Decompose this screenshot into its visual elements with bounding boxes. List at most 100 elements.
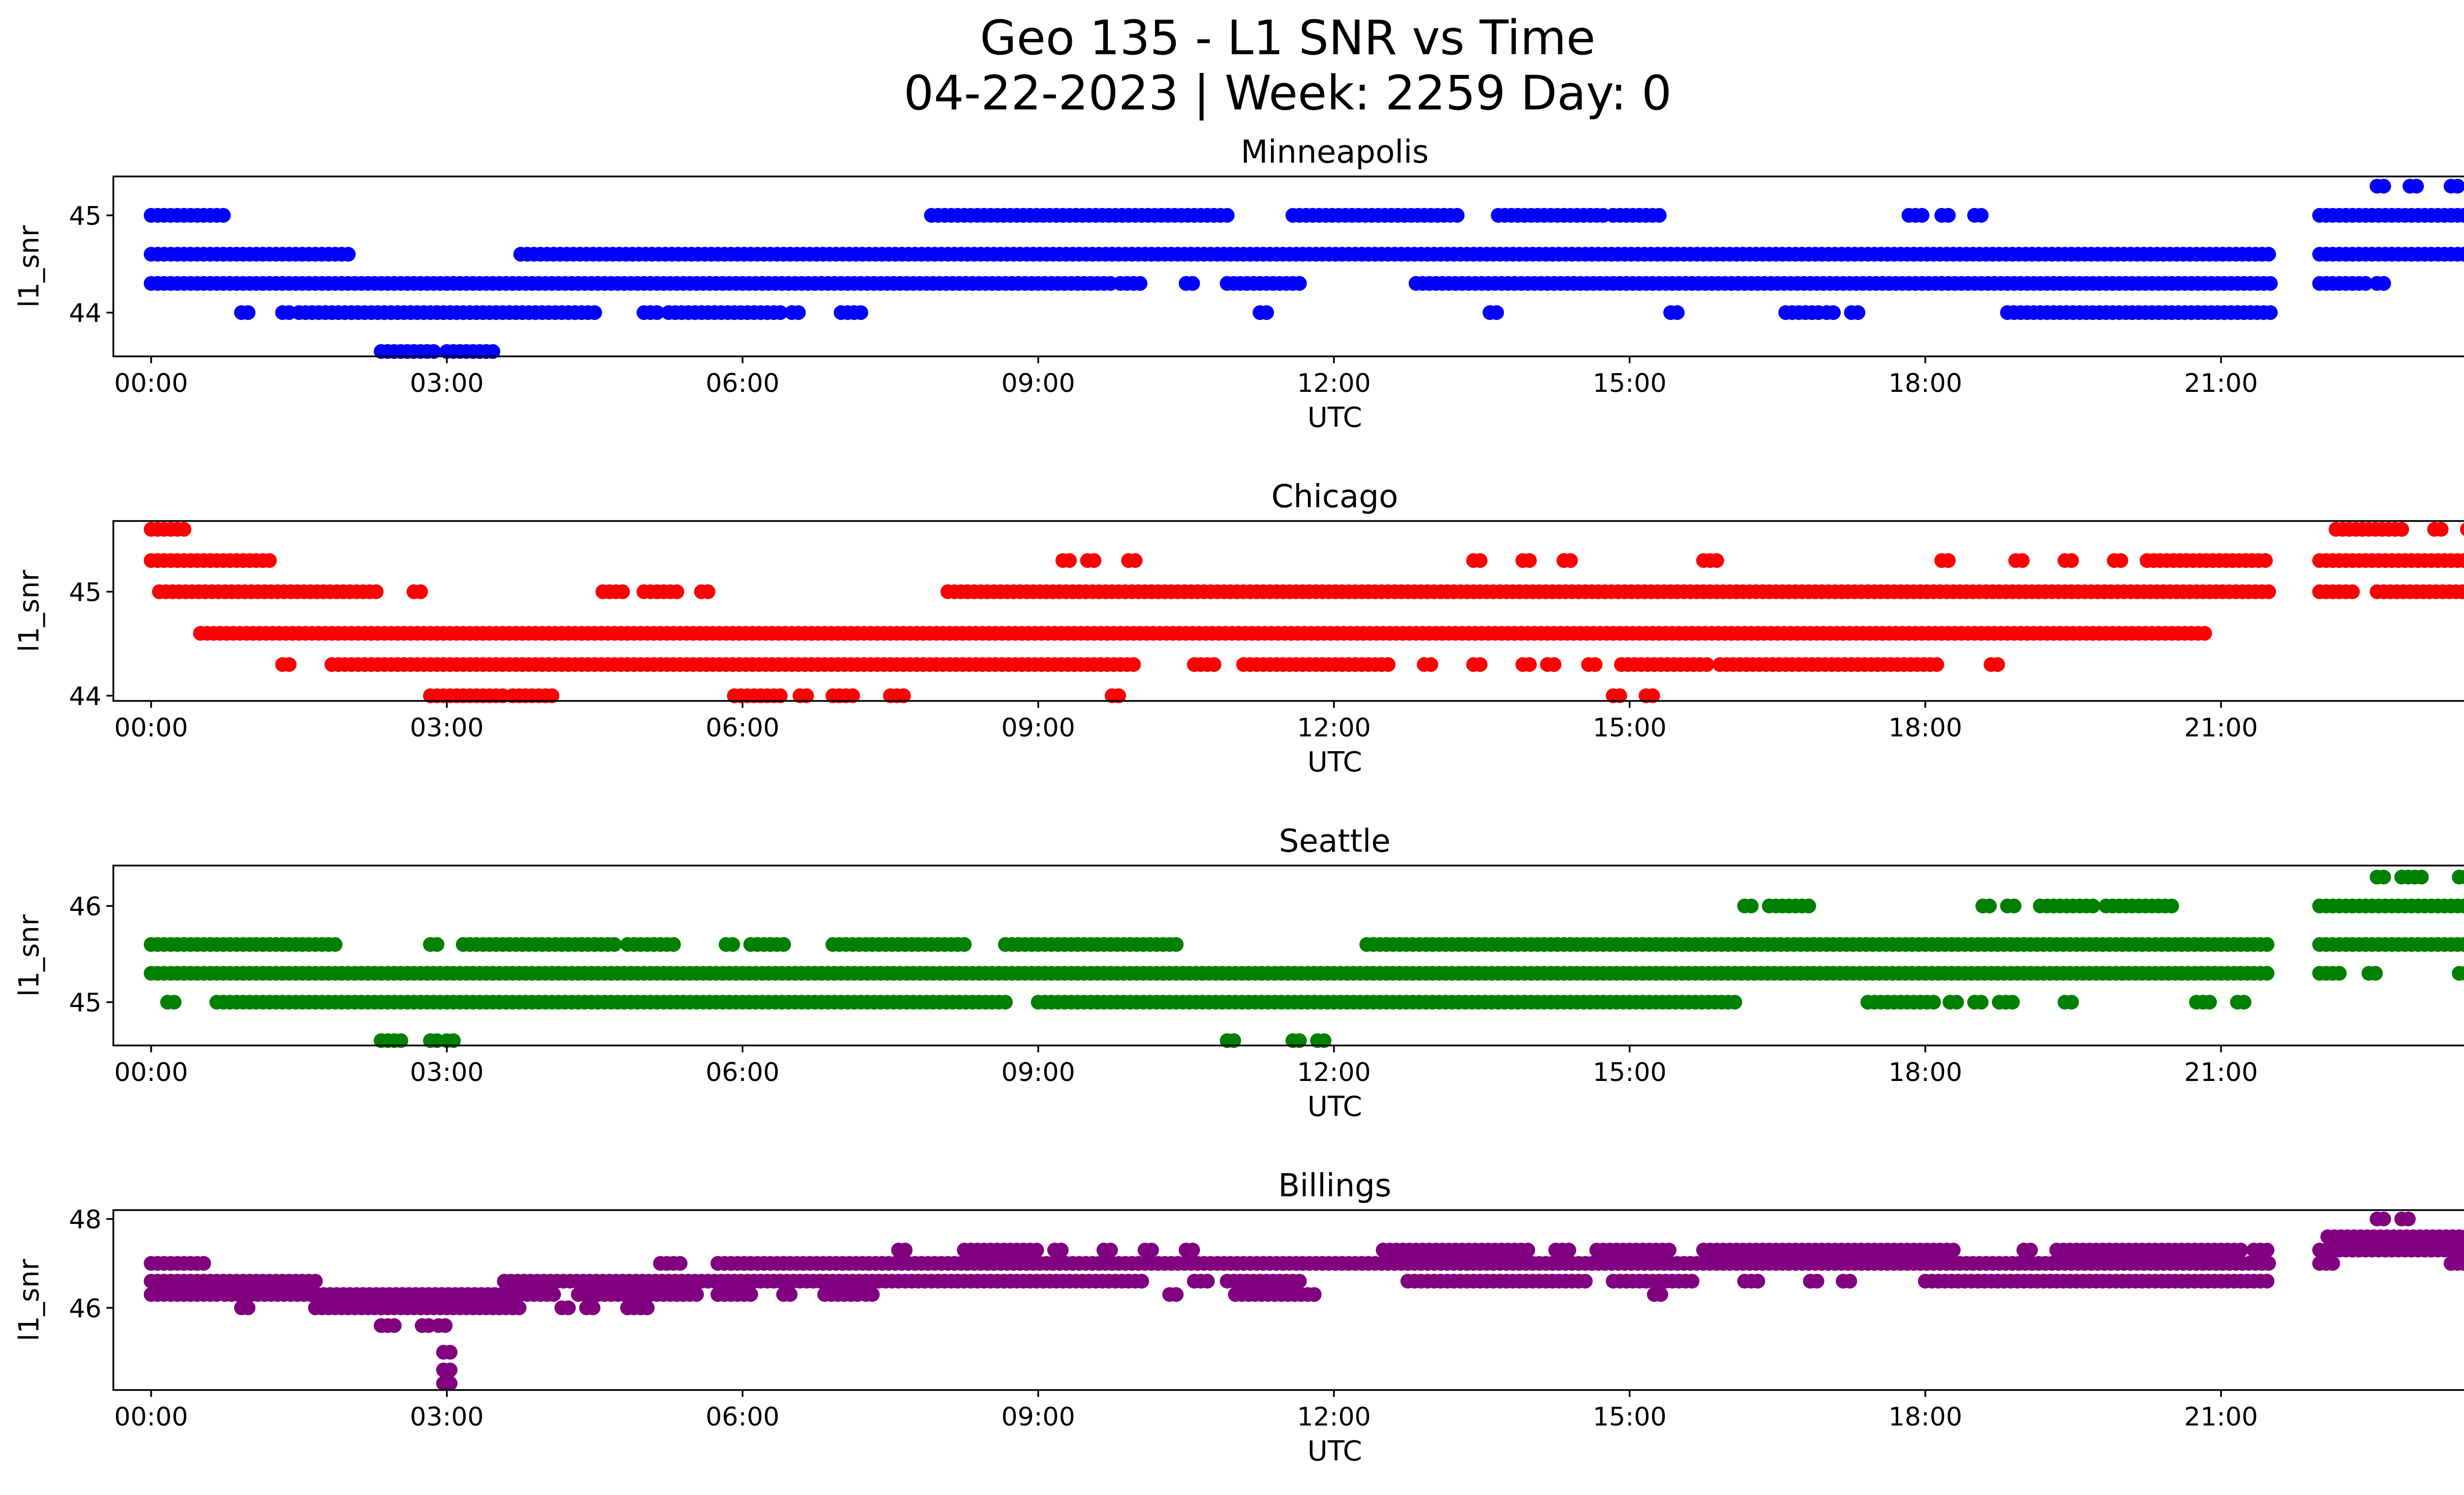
data-point: [1520, 1243, 1536, 1258]
y-tick-label: 46: [69, 1294, 102, 1323]
data-point: [438, 1318, 453, 1333]
data-point: [512, 1300, 527, 1316]
panel-title-chicago: Chicago: [1271, 479, 1398, 515]
data-point: [1915, 208, 1930, 223]
x-tick-label: 03:00: [410, 369, 484, 398]
data-point: [1200, 1274, 1215, 1289]
data-point: [725, 937, 740, 952]
data-point: [896, 688, 911, 703]
x-tick-label: 06:00: [706, 369, 780, 398]
data-point: [2462, 586, 2464, 597]
x-tick-label: 09:00: [1001, 713, 1075, 743]
x-axis-label: UTC: [1307, 402, 1362, 434]
y-axis-label: l1_snr: [13, 1258, 45, 1341]
data-point: [240, 305, 256, 320]
data-point: [1974, 208, 1989, 223]
x-tick-label: 06:00: [706, 713, 780, 743]
x-axis-label: UTC: [1307, 746, 1362, 778]
data-point: [429, 937, 445, 952]
x-tick-label: 21:00: [2184, 1402, 2258, 1432]
data-point: [1561, 1243, 1576, 1258]
data-point: [2332, 966, 2347, 981]
y-axis-label: l1_snr: [13, 914, 45, 997]
data-point: [561, 1300, 576, 1316]
x-tick-label: 15:00: [1593, 713, 1667, 743]
panel-seattle: Seattle 00:00 03:00 06:00 09:00 12:00 15:00 18:…: [13, 823, 2464, 1123]
x-tick-label: 12:00: [1297, 1058, 1371, 1087]
data-point: [1946, 1243, 1961, 1258]
data-point: [2376, 276, 2391, 291]
data-point: [1220, 208, 1235, 223]
data-point: [176, 522, 192, 537]
data-point: [1489, 305, 1504, 320]
data-point: [1982, 899, 1997, 913]
data-point: [2197, 626, 2212, 641]
data-point: [799, 688, 814, 703]
data-point: [2457, 899, 2464, 913]
data-point: [2401, 1212, 2416, 1226]
data-point: [773, 305, 788, 320]
x-tick-label: 09:00: [1001, 1058, 1075, 1087]
data-point: [1062, 553, 1077, 568]
data-point: [2259, 966, 2275, 981]
data-point: [2358, 276, 2373, 291]
data-point: [2433, 522, 2449, 537]
data-point: [485, 344, 501, 359]
x-tick-label: 15:00: [1593, 1058, 1667, 1087]
x-tick-label: 06:00: [706, 1058, 780, 1087]
data-point: [1612, 688, 1627, 703]
data-point: [546, 1287, 561, 1302]
data-point: [2006, 899, 2021, 913]
data-point: [673, 1256, 688, 1271]
data-point: [1087, 553, 1102, 568]
data-point: [743, 1287, 758, 1302]
data-point: [791, 305, 806, 320]
data-point: [1941, 208, 1956, 223]
data-point: [2202, 995, 2217, 1010]
x-tick-label: 15:00: [1593, 1402, 1667, 1432]
x-tick-label: 00:00: [114, 369, 188, 398]
data-point: [1587, 657, 1603, 672]
x-axis-label: UTC: [1307, 1091, 1362, 1123]
data-point: [2368, 966, 2383, 981]
data-point: [1577, 1274, 1593, 1289]
data-point: [2085, 899, 2100, 913]
data-point: [1990, 657, 2005, 672]
x-axis-label: UTC: [1307, 1435, 1362, 1467]
data-point: [607, 937, 622, 952]
data-point: [1801, 899, 1816, 913]
x-tick-label: 18:00: [1888, 1058, 1962, 1087]
data-point: [1029, 1243, 1044, 1258]
y-tick-label: 46: [69, 892, 102, 922]
data-point: [1259, 305, 1274, 320]
y-tick-label: 44: [69, 299, 102, 328]
data-point: [669, 584, 684, 599]
data-point: [2258, 553, 2273, 568]
data-point: [957, 937, 972, 952]
x-tick-label: 00:00: [114, 1058, 188, 1087]
y-tick-label: 45: [69, 578, 102, 607]
data-point: [2164, 899, 2179, 913]
data-point: [2064, 553, 2079, 568]
data-point: [2450, 178, 2464, 194]
data-point: [1522, 553, 1537, 568]
x-tick-label: 09:00: [1001, 369, 1075, 398]
panel-chicago: Chicago 00:00 03:00 06:00 09:00 12:00 15:00 18:…: [13, 479, 2464, 778]
data-point: [393, 1033, 409, 1048]
x-tick-label: 00:00: [114, 713, 188, 743]
data-point: [1670, 305, 1685, 320]
data-point: [615, 584, 630, 599]
data-point: [1709, 553, 1724, 568]
data-point: [773, 688, 788, 703]
data-point: [328, 937, 342, 952]
points-minneapolis: [143, 178, 2464, 359]
data-point: [2259, 1243, 2275, 1258]
data-point: [1132, 276, 1148, 291]
data-point: [443, 1345, 458, 1360]
data-point: [1842, 1274, 1857, 1289]
data-point: [262, 553, 277, 568]
data-point: [2457, 1256, 2464, 1271]
data-point: [1826, 305, 1841, 320]
data-point: [2457, 246, 2464, 262]
data-point: [387, 1318, 402, 1333]
